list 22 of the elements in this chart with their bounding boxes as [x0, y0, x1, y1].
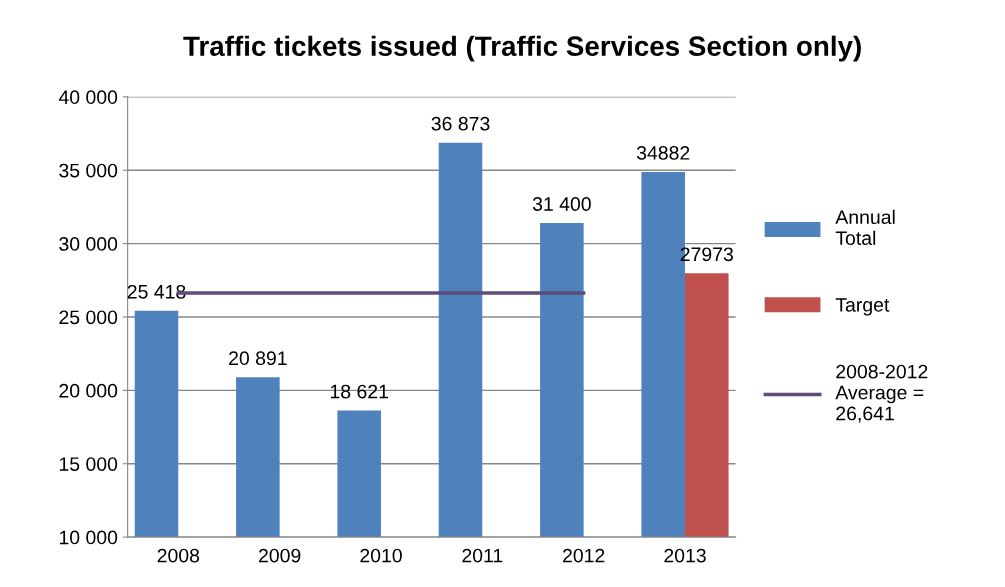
- y-tick-label: 40 000: [58, 90, 118, 105]
- data-label: 18 621: [330, 384, 388, 399]
- y-tick-label: 25 000: [59, 310, 118, 325]
- x-tick-label: 2008: [157, 548, 200, 563]
- x-tick-label: 2010: [360, 548, 402, 563]
- x-tick-label: 2013: [664, 548, 706, 563]
- y-tick-label: 30 000: [59, 237, 118, 251]
- data-label: 31 400: [532, 197, 591, 211]
- legend-label: Target: [835, 298, 890, 316]
- x-tick-label: 2011: [462, 548, 503, 563]
- chart-title: Traffic tickets issued (Traffic Services Section only): [183, 35, 861, 62]
- data-label: 34882: [636, 146, 690, 160]
- y-tick-label: 35 000: [59, 163, 118, 178]
- x-tick-label: 2012: [563, 548, 605, 563]
- data-label: 36 873: [431, 116, 490, 131]
- y-tick-label: 20 000: [59, 383, 118, 398]
- data-label: 20 891: [229, 351, 287, 366]
- y-tick-label: 15 000: [59, 457, 118, 471]
- legend-label: Annual Total: [835, 209, 895, 245]
- y-tick-label: 10 000: [59, 530, 118, 545]
- x-tick-label: 2009: [258, 548, 301, 563]
- legend-label: 2008-2012 Average = 26,641: [835, 364, 928, 423]
